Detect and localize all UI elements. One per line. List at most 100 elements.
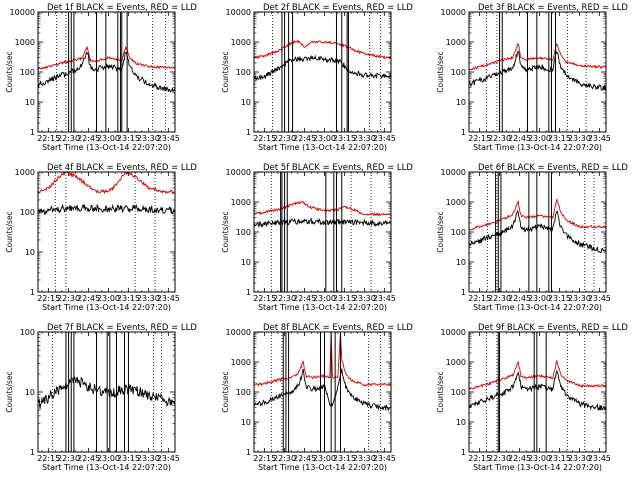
- series-lld-det8f: [254, 332, 391, 387]
- x-tick-label: 22:45: [293, 294, 316, 303]
- x-tick-label: 23:00: [97, 294, 120, 303]
- y-tick-label: 100: [20, 328, 35, 337]
- series-events-det7f: [38, 374, 175, 410]
- x-tick-label: 23:30: [137, 294, 160, 303]
- y-axis-label: Counts/sec: [221, 51, 230, 92]
- x-tick-label: 22:30: [273, 294, 296, 303]
- y-tick-label: 10000: [226, 328, 251, 337]
- y-tick-label: 1: [30, 128, 35, 137]
- x-tick-label: 23:45: [588, 134, 611, 143]
- x-tick-label: 23:45: [373, 454, 396, 463]
- y-tick-label: 10: [25, 248, 35, 257]
- y-tick-label: 10: [241, 258, 251, 267]
- x-tick-label: 22:45: [293, 134, 316, 143]
- y-axis-label: Counts/sec: [436, 371, 445, 412]
- y-tick-label: 1: [30, 448, 35, 457]
- panel-det5f: 1 10 100 1000 10000 22:1522:3022:4523:0023:15…: [221, 163, 413, 312]
- series-events-det1f: [38, 51, 175, 94]
- y-tick-label: 1: [461, 448, 466, 457]
- panel-title: Det 5f BLACK = Events, RED = LLD: [263, 163, 413, 173]
- y-tick-label: 10000: [226, 168, 251, 177]
- panel-title: Det 4f BLACK = Events, RED = LLD: [47, 163, 197, 173]
- x-tick-label: 23:00: [313, 454, 336, 463]
- x-tick-label: 23:00: [528, 294, 551, 303]
- y-tick-label: 10000: [441, 8, 466, 17]
- x-axis-label: Start Time (13-Oct-14 22:07:20): [258, 463, 387, 472]
- panel-det7f: 1 10 100 22:1522:3022:4523:0023:1523:3023:4…: [5, 323, 197, 472]
- y-tick-label: 100: [451, 228, 466, 237]
- x-tick-label: 23:30: [568, 294, 591, 303]
- plot-frame: [468, 331, 607, 453]
- panel-det6f: 1 10 100 1000 10000 22:1522:3022:4523:0023:15…: [436, 163, 628, 312]
- series-events-det2f: [254, 54, 391, 82]
- series-events-det9f: [469, 369, 606, 411]
- y-tick-label: 10000: [441, 168, 466, 177]
- series-events-det8f: [254, 368, 391, 412]
- y-tick-label: 10000: [226, 8, 251, 17]
- plot-frame: [468, 11, 607, 133]
- y-axis-label: Counts/sec: [5, 51, 14, 92]
- panel-title: Det 6f BLACK = Events, RED = LLD: [478, 163, 628, 173]
- y-tick-label: 1: [461, 128, 466, 137]
- x-tick-label: 23:00: [97, 454, 120, 463]
- x-tick-label: 22:30: [57, 134, 80, 143]
- panel-title: Det 9f BLACK = Events, RED = LLD: [478, 323, 628, 333]
- y-tick-label: 10000: [441, 328, 466, 337]
- x-axis-label: Start Time (13-Oct-14 22:07:20): [42, 463, 171, 472]
- x-axis-label: Start Time (13-Oct-14 22:07:20): [473, 143, 602, 152]
- x-tick-label: 23:00: [97, 134, 120, 143]
- x-tick-label: 23:45: [157, 454, 180, 463]
- panel-title: Det 1f BLACK = Events, RED = LLD: [47, 3, 197, 13]
- x-axis-label: Start Time (13-Oct-14 22:07:20): [42, 143, 171, 152]
- x-tick-label: 22:15: [253, 294, 276, 303]
- y-tick-label: 100: [20, 68, 35, 77]
- x-tick-label: 23:45: [588, 294, 611, 303]
- x-tick-label: 22:30: [57, 454, 80, 463]
- plot-frame: [37, 11, 176, 133]
- x-tick-label: 23:30: [353, 134, 376, 143]
- x-tick-label: 22:30: [273, 134, 296, 143]
- panel-title: Det 2f BLACK = Events, RED = LLD: [263, 3, 413, 13]
- x-tick-label: 22:15: [468, 294, 491, 303]
- x-tick-label: 22:15: [37, 454, 60, 463]
- x-tick-label: 22:30: [273, 454, 296, 463]
- panel-det2f: 1 10 100 1000 10000 22:1522:3022:4523:0023:15…: [221, 3, 413, 152]
- x-tick-label: 23:30: [137, 134, 160, 143]
- x-axis-label: Start Time (13-Oct-14 22:07:20): [473, 303, 602, 312]
- x-tick-label: 23:30: [568, 454, 591, 463]
- y-tick-label: 100: [451, 68, 466, 77]
- x-axis-label: Start Time (13-Oct-14 22:07:20): [473, 463, 602, 472]
- x-axis-label: Start Time (13-Oct-14 22:07:20): [42, 303, 171, 312]
- y-tick-label: 1000: [446, 38, 466, 47]
- x-tick-label: 23:00: [528, 454, 551, 463]
- panel-title: Det 8f BLACK = Events, RED = LLD: [263, 323, 413, 333]
- x-tick-label: 23:15: [548, 134, 571, 143]
- x-tick-label: 23:15: [117, 454, 140, 463]
- y-tick-label: 1000: [446, 198, 466, 207]
- panel-det8f: 1 10 100 1000 10000 22:1522:3022:4523:0023:15…: [221, 323, 413, 472]
- y-tick-label: 1: [30, 288, 35, 297]
- y-tick-label: 1: [246, 288, 251, 297]
- x-tick-label: 23:30: [353, 454, 376, 463]
- series-lld-det2f: [254, 39, 391, 61]
- y-axis-label: Counts/sec: [436, 51, 445, 92]
- panel-title: Det 3f BLACK = Events, RED = LLD: [478, 3, 628, 13]
- x-tick-label: 22:15: [37, 294, 60, 303]
- x-tick-label: 22:15: [37, 134, 60, 143]
- x-tick-label: 23:15: [333, 134, 356, 143]
- x-tick-label: 22:45: [77, 134, 100, 143]
- x-tick-label: 23:30: [353, 294, 376, 303]
- x-tick-label: 23:00: [313, 294, 336, 303]
- y-tick-label: 10: [241, 98, 251, 107]
- y-tick-label: 1000: [446, 358, 466, 367]
- x-tick-label: 23:00: [528, 134, 551, 143]
- y-tick-label: 1000: [15, 168, 35, 177]
- panel-title: Det 7f BLACK = Events, RED = LLD: [47, 323, 197, 333]
- y-tick-label: 1: [246, 128, 251, 137]
- y-axis-label: Counts/sec: [221, 211, 230, 252]
- x-tick-label: 23:15: [548, 294, 571, 303]
- series-events-det4f: [38, 203, 175, 216]
- x-tick-label: 23:30: [137, 454, 160, 463]
- series-events-det3f: [469, 49, 606, 91]
- x-tick-label: 22:30: [488, 134, 511, 143]
